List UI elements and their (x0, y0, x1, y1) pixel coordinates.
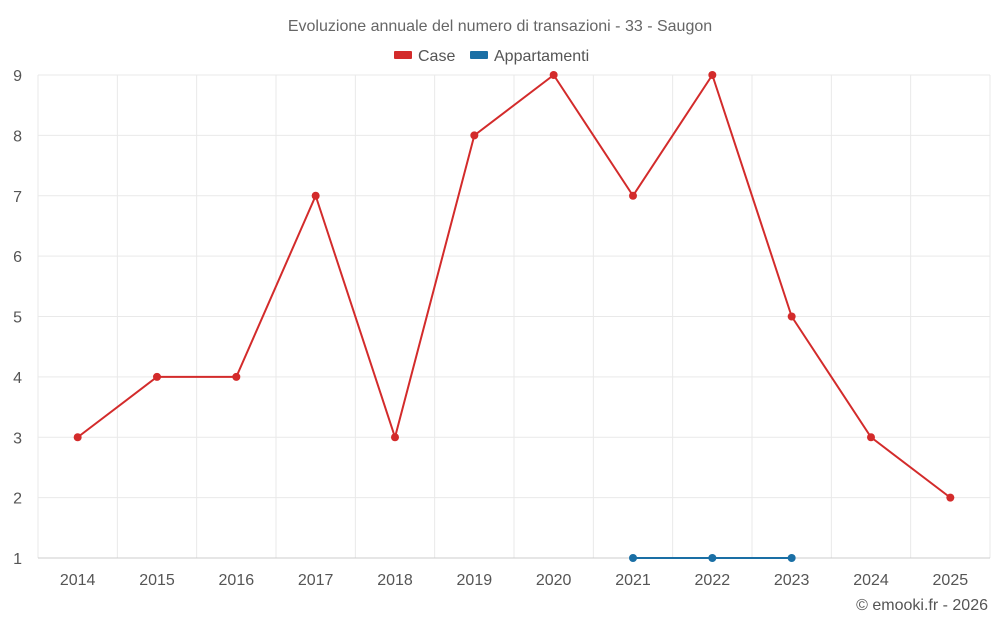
data-point[interactable] (153, 372, 161, 381)
x-tick-label: 2024 (853, 572, 889, 589)
y-tick-label: 7 (13, 189, 22, 206)
series-line (77, 74, 951, 499)
chart-title: Evoluzione annuale del numero di transaz… (288, 18, 712, 35)
y-tick-label: 8 (13, 128, 22, 145)
x-tick-label: 2015 (139, 572, 175, 589)
x-tick-label: 2017 (298, 572, 334, 589)
data-point[interactable] (708, 71, 717, 79)
x-tick-label: 2016 (219, 572, 255, 589)
legend-swatch (394, 51, 412, 59)
legend-label[interactable]: Appartamenti (494, 48, 589, 65)
data-point[interactable] (867, 433, 875, 442)
data-point[interactable] (549, 71, 558, 79)
y-tick-label: 3 (13, 430, 22, 447)
data-point[interactable] (787, 554, 796, 562)
data-point[interactable] (708, 554, 717, 562)
x-tick-label: 2020 (536, 572, 572, 589)
y-tick-label: 1 (13, 551, 22, 568)
series-case (73, 71, 955, 502)
data-point[interactable] (629, 191, 637, 200)
data-point[interactable] (629, 554, 637, 562)
legend: Case Appartamenti (394, 48, 589, 65)
y-tick-label: 4 (13, 370, 22, 387)
data-point[interactable] (73, 433, 82, 442)
x-axis-ticks: 2014 2015 2016 2017 2018 2019 2020 2021 2022 2023… (60, 572, 968, 589)
data-point[interactable] (232, 372, 241, 381)
y-tick-label: 9 (13, 68, 22, 85)
legend-label[interactable]: Case (418, 48, 455, 65)
data-point[interactable] (946, 493, 955, 502)
x-tick-label: 2018 (377, 572, 413, 589)
data-point[interactable] (787, 312, 796, 321)
x-tick-label: 2023 (774, 572, 810, 589)
y-axis-ticks: 1 2 3 4 5 6 7 8 9 (13, 68, 22, 568)
x-tick-label: 2022 (695, 572, 731, 589)
x-tick-label: 2019 (457, 572, 493, 589)
y-tick-label: 2 (13, 491, 22, 508)
series-group (73, 71, 955, 562)
x-tick-label: 2021 (615, 572, 651, 589)
series-appartamenti (629, 554, 796, 562)
x-tick-label: 2014 (60, 572, 96, 589)
credit-text: © emooki.fr - 2026 (856, 597, 988, 614)
data-point[interactable] (311, 191, 320, 200)
data-point[interactable] (470, 131, 479, 140)
x-tick-label: 2025 (933, 572, 969, 589)
data-point[interactable] (391, 433, 399, 442)
y-tick-label: 5 (13, 310, 22, 327)
legend-swatch (470, 51, 488, 59)
gridlines (37, 74, 991, 558)
y-tick-label: 6 (13, 249, 22, 266)
